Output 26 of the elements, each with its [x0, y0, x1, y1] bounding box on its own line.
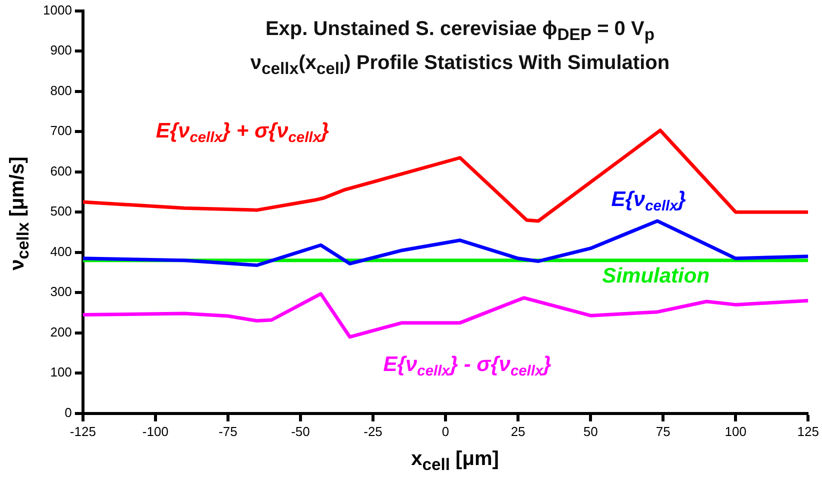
x-tick-label: 0 — [442, 424, 450, 439]
y-tick-label: 1000 — [43, 2, 72, 18]
x-tick-label: -50 — [291, 424, 310, 439]
text: Exp. Unstained S. cerevisiae ϕ$_{DEP}$ = 0 V$_{p}$ — [264, 18, 656, 45]
y-tick-label: 300 — [50, 284, 72, 300]
y-tick-label: 400 — [50, 244, 72, 259]
x-tick-label: -75 — [218, 424, 238, 439]
x-tick-label: 125 — [797, 424, 820, 439]
x-tick-label: -125 — [70, 424, 96, 439]
y-tick-label: 500 — [50, 204, 72, 219]
x-axis-title: x$_{cell}$ [μm] — [410, 448, 500, 475]
y-tick-label: 200 — [50, 324, 72, 340]
x-tick-label: 50 — [583, 424, 598, 439]
x-tick-label: 25 — [510, 424, 526, 439]
text: ν$_{cellx}$(x$_{cell}$) Profile Statistics With Simulation — [249, 52, 671, 79]
series-label: Simulation — [602, 264, 710, 288]
y-tick-label: 100 — [50, 364, 72, 380]
x-tick-label: 75 — [656, 424, 670, 439]
y-tick-label: 900 — [50, 42, 72, 58]
y-tick-label: 700 — [50, 123, 72, 138]
x-tick-label: -100 — [142, 424, 168, 439]
x-tick-label: -25 — [364, 424, 382, 439]
y-tick-label: 600 — [50, 163, 72, 178]
x-tick-label: 100 — [724, 424, 746, 439]
y-tick-label: 800 — [50, 82, 72, 98]
y-tick-label: 0 — [64, 404, 72, 420]
